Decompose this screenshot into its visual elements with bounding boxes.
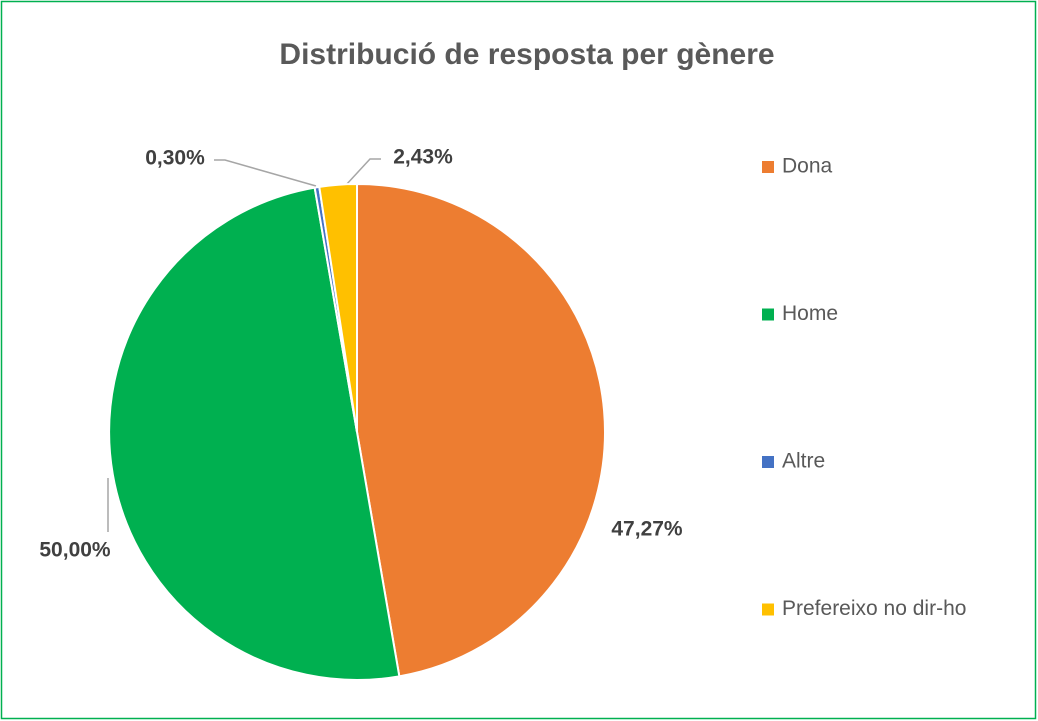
legend-swatch [762, 308, 774, 321]
leader-line [214, 159, 317, 187]
pie-slice [356, 182, 606, 678]
chart-title: Distribució de resposta per gènere [279, 38, 774, 71]
legend-label: Dona [782, 155, 833, 178]
data-label: 50,00% [39, 539, 111, 562]
pie-slice [318, 182, 358, 433]
data-label: 0,30% [145, 147, 205, 170]
legend-label: Home [782, 302, 838, 325]
data-label: 2,43% [393, 146, 453, 169]
legend-swatch [762, 456, 774, 468]
legend-swatch [762, 161, 774, 173]
data-label: 47,27% [611, 518, 683, 541]
legend-label: Prefereixo no dir-ho [782, 597, 966, 620]
pie-slice [108, 186, 401, 681]
legend-label: Altre [782, 450, 825, 473]
leader-line [345, 158, 381, 186]
legend-swatch [762, 603, 774, 616]
